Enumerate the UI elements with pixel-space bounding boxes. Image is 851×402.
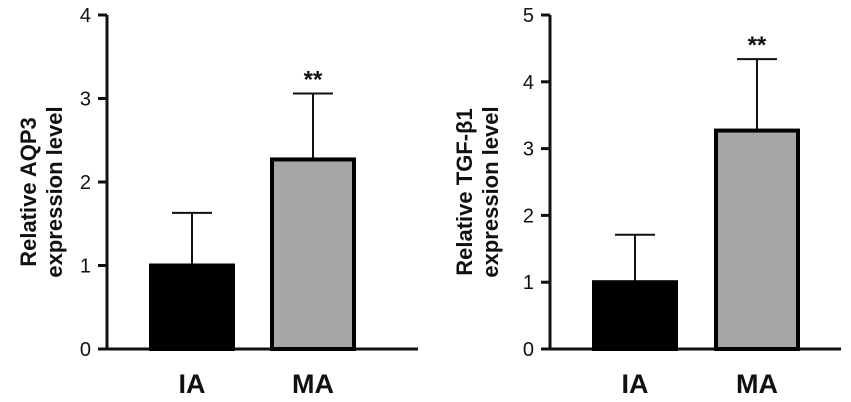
chart2-y-axis-label-line: expression level: [478, 106, 503, 277]
chart2-x-tick-label-MA: MA: [736, 369, 778, 399]
chart1-y-axis-label-line: Relative AQP3: [16, 117, 41, 267]
chart2-y-tick-label: 1: [523, 272, 534, 294]
chart1-y-axis-label: Relative AQP3expression level: [16, 106, 67, 277]
chart1-y-tick-label: 3: [80, 89, 91, 111]
chart1-bar-MA: [270, 157, 356, 351]
chart1-y-tick-label: 4: [80, 5, 91, 27]
chart2-bar-IA: [592, 280, 678, 352]
chart1-significance-MA: **: [304, 66, 323, 93]
chart2-y-axis-label-line: Relative TGF-β1: [452, 108, 477, 275]
chart2-y-tick-label: 4: [523, 72, 534, 94]
chart1-y-axis-label-line: expression level: [42, 106, 67, 277]
chart2-y-axis-label: Relative TGF-β1expression level: [452, 106, 503, 277]
chart1-x-tick-label-IA: IA: [179, 369, 206, 399]
chart2-y-tick-label: 2: [523, 205, 534, 227]
chart2-bar-MA: [714, 128, 800, 351]
chart1-x-tick-label-MA: MA: [292, 369, 334, 399]
chart2-x-tick-label-IA: IA: [622, 369, 649, 399]
chart1-y-tick-label: 1: [80, 256, 91, 278]
chart1-y-tick-label: 2: [80, 172, 91, 194]
chart2-y-tick-label: 0: [523, 339, 534, 361]
chart1-y-tick-label: 0: [80, 339, 91, 361]
chart2-y-tick-label: 3: [523, 139, 534, 161]
chart1-bar-IA: [149, 263, 235, 351]
chart2-significance-MA: **: [748, 32, 767, 59]
chart2-y-tick-label: 5: [523, 5, 534, 27]
